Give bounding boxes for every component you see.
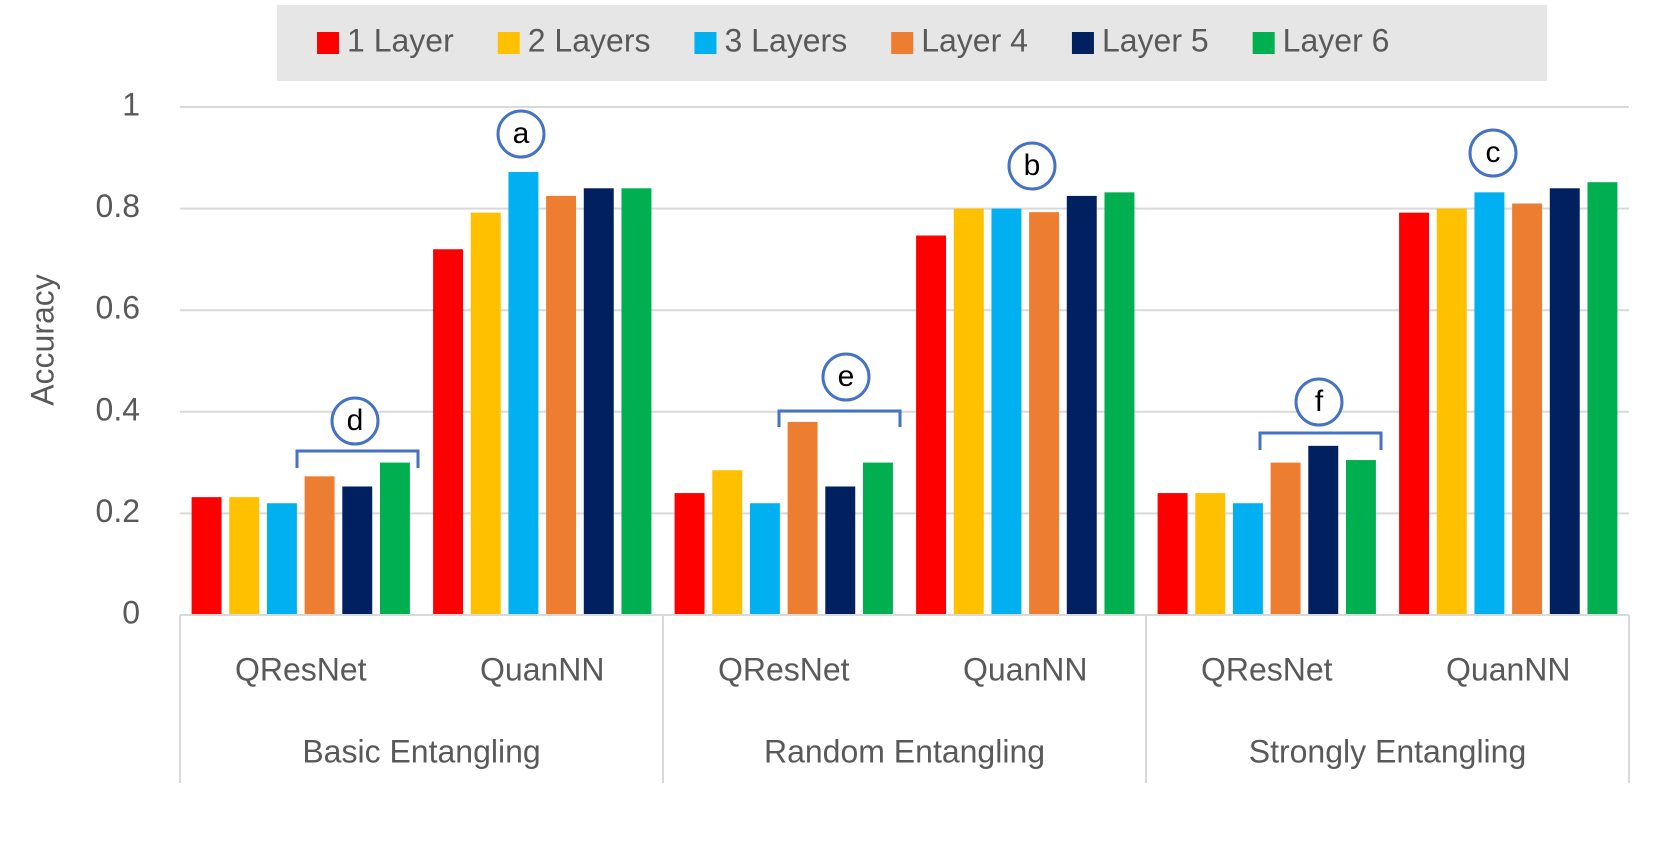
bar (304, 476, 335, 615)
y-tick-label: 0 (122, 594, 140, 630)
x-tick-label: QResNet (235, 651, 367, 687)
y-tick-label: 0.2 (96, 493, 140, 529)
bar (546, 195, 577, 615)
y-tick-label: 0.4 (96, 391, 140, 427)
legend-swatch (891, 32, 914, 54)
bar (1399, 212, 1430, 615)
bar (266, 503, 297, 615)
bar (621, 188, 652, 615)
legend-label: 1 Layer (347, 22, 454, 58)
bar (1345, 460, 1376, 615)
bar (1308, 445, 1339, 615)
legend-label: Layer 4 (921, 22, 1028, 58)
bar (508, 172, 539, 616)
x-tick-label: QResNet (718, 651, 850, 687)
bar (1157, 493, 1188, 615)
annotation-circle (1468, 128, 1518, 178)
legend-swatch (1071, 32, 1094, 54)
bar (862, 462, 893, 615)
bar (229, 497, 260, 615)
x-tick-label: QuanNN (480, 651, 605, 687)
legend-label: Layer 5 (1102, 22, 1209, 58)
annotation-circle (330, 396, 380, 446)
legend-label: 2 Layers (528, 22, 651, 58)
bar (825, 486, 856, 615)
y-tick-label: 0.8 (96, 188, 140, 224)
x-tick-label: QuanNN (963, 651, 1088, 687)
annotation-circle (821, 352, 871, 402)
bar (583, 188, 614, 615)
bar (1587, 182, 1618, 615)
annotation-label: d (347, 404, 364, 437)
legend-swatch (497, 32, 520, 54)
bar (1066, 195, 1097, 615)
bar (1104, 192, 1135, 615)
annotation-label: c (1486, 136, 1501, 169)
annotation-circle (496, 109, 546, 159)
legend-swatch (1252, 32, 1275, 54)
annotation-bracket (1258, 431, 1383, 450)
bar (1195, 493, 1226, 615)
bar (916, 235, 947, 616)
legend-swatch (694, 32, 717, 54)
bar (787, 421, 818, 615)
bar (470, 212, 501, 615)
bar (1549, 188, 1580, 615)
annotation-bracket (295, 449, 420, 468)
annotation-label: e (838, 360, 855, 393)
annotation-label: a (513, 117, 530, 150)
y-tick-label: 0.6 (96, 290, 140, 326)
bar (1512, 203, 1543, 615)
annotation-circle (1007, 141, 1057, 191)
bar (191, 497, 222, 615)
bar (712, 470, 743, 615)
bar (1474, 192, 1505, 615)
annotation-bracket (777, 409, 902, 427)
annotation-label: b (1024, 149, 1041, 182)
bar (991, 208, 1022, 615)
bar (433, 249, 464, 616)
bar (342, 486, 373, 615)
legend-swatch (317, 32, 339, 54)
bar (749, 503, 780, 615)
bar (379, 462, 410, 615)
x-tick-label: QuanNN (1446, 651, 1571, 687)
group-label: Strongly Entangling (1249, 733, 1527, 769)
bar (1029, 212, 1060, 615)
legend-label: Layer 6 (1283, 22, 1390, 58)
annotation-circle (1294, 377, 1344, 427)
bar (1232, 503, 1263, 615)
y-tick-label: 1 (122, 86, 140, 122)
y-axis-title: Accuracy (24, 274, 60, 406)
bar (1436, 208, 1467, 615)
x-tick-label: QResNet (1201, 651, 1333, 687)
bar (674, 493, 705, 615)
bar (1270, 462, 1301, 615)
legend-label: 3 Layers (724, 22, 847, 58)
group-label: Basic Entangling (302, 733, 540, 769)
annotation-label: f (1315, 385, 1324, 418)
group-label: Random Entangling (764, 733, 1045, 769)
bar (953, 208, 984, 615)
